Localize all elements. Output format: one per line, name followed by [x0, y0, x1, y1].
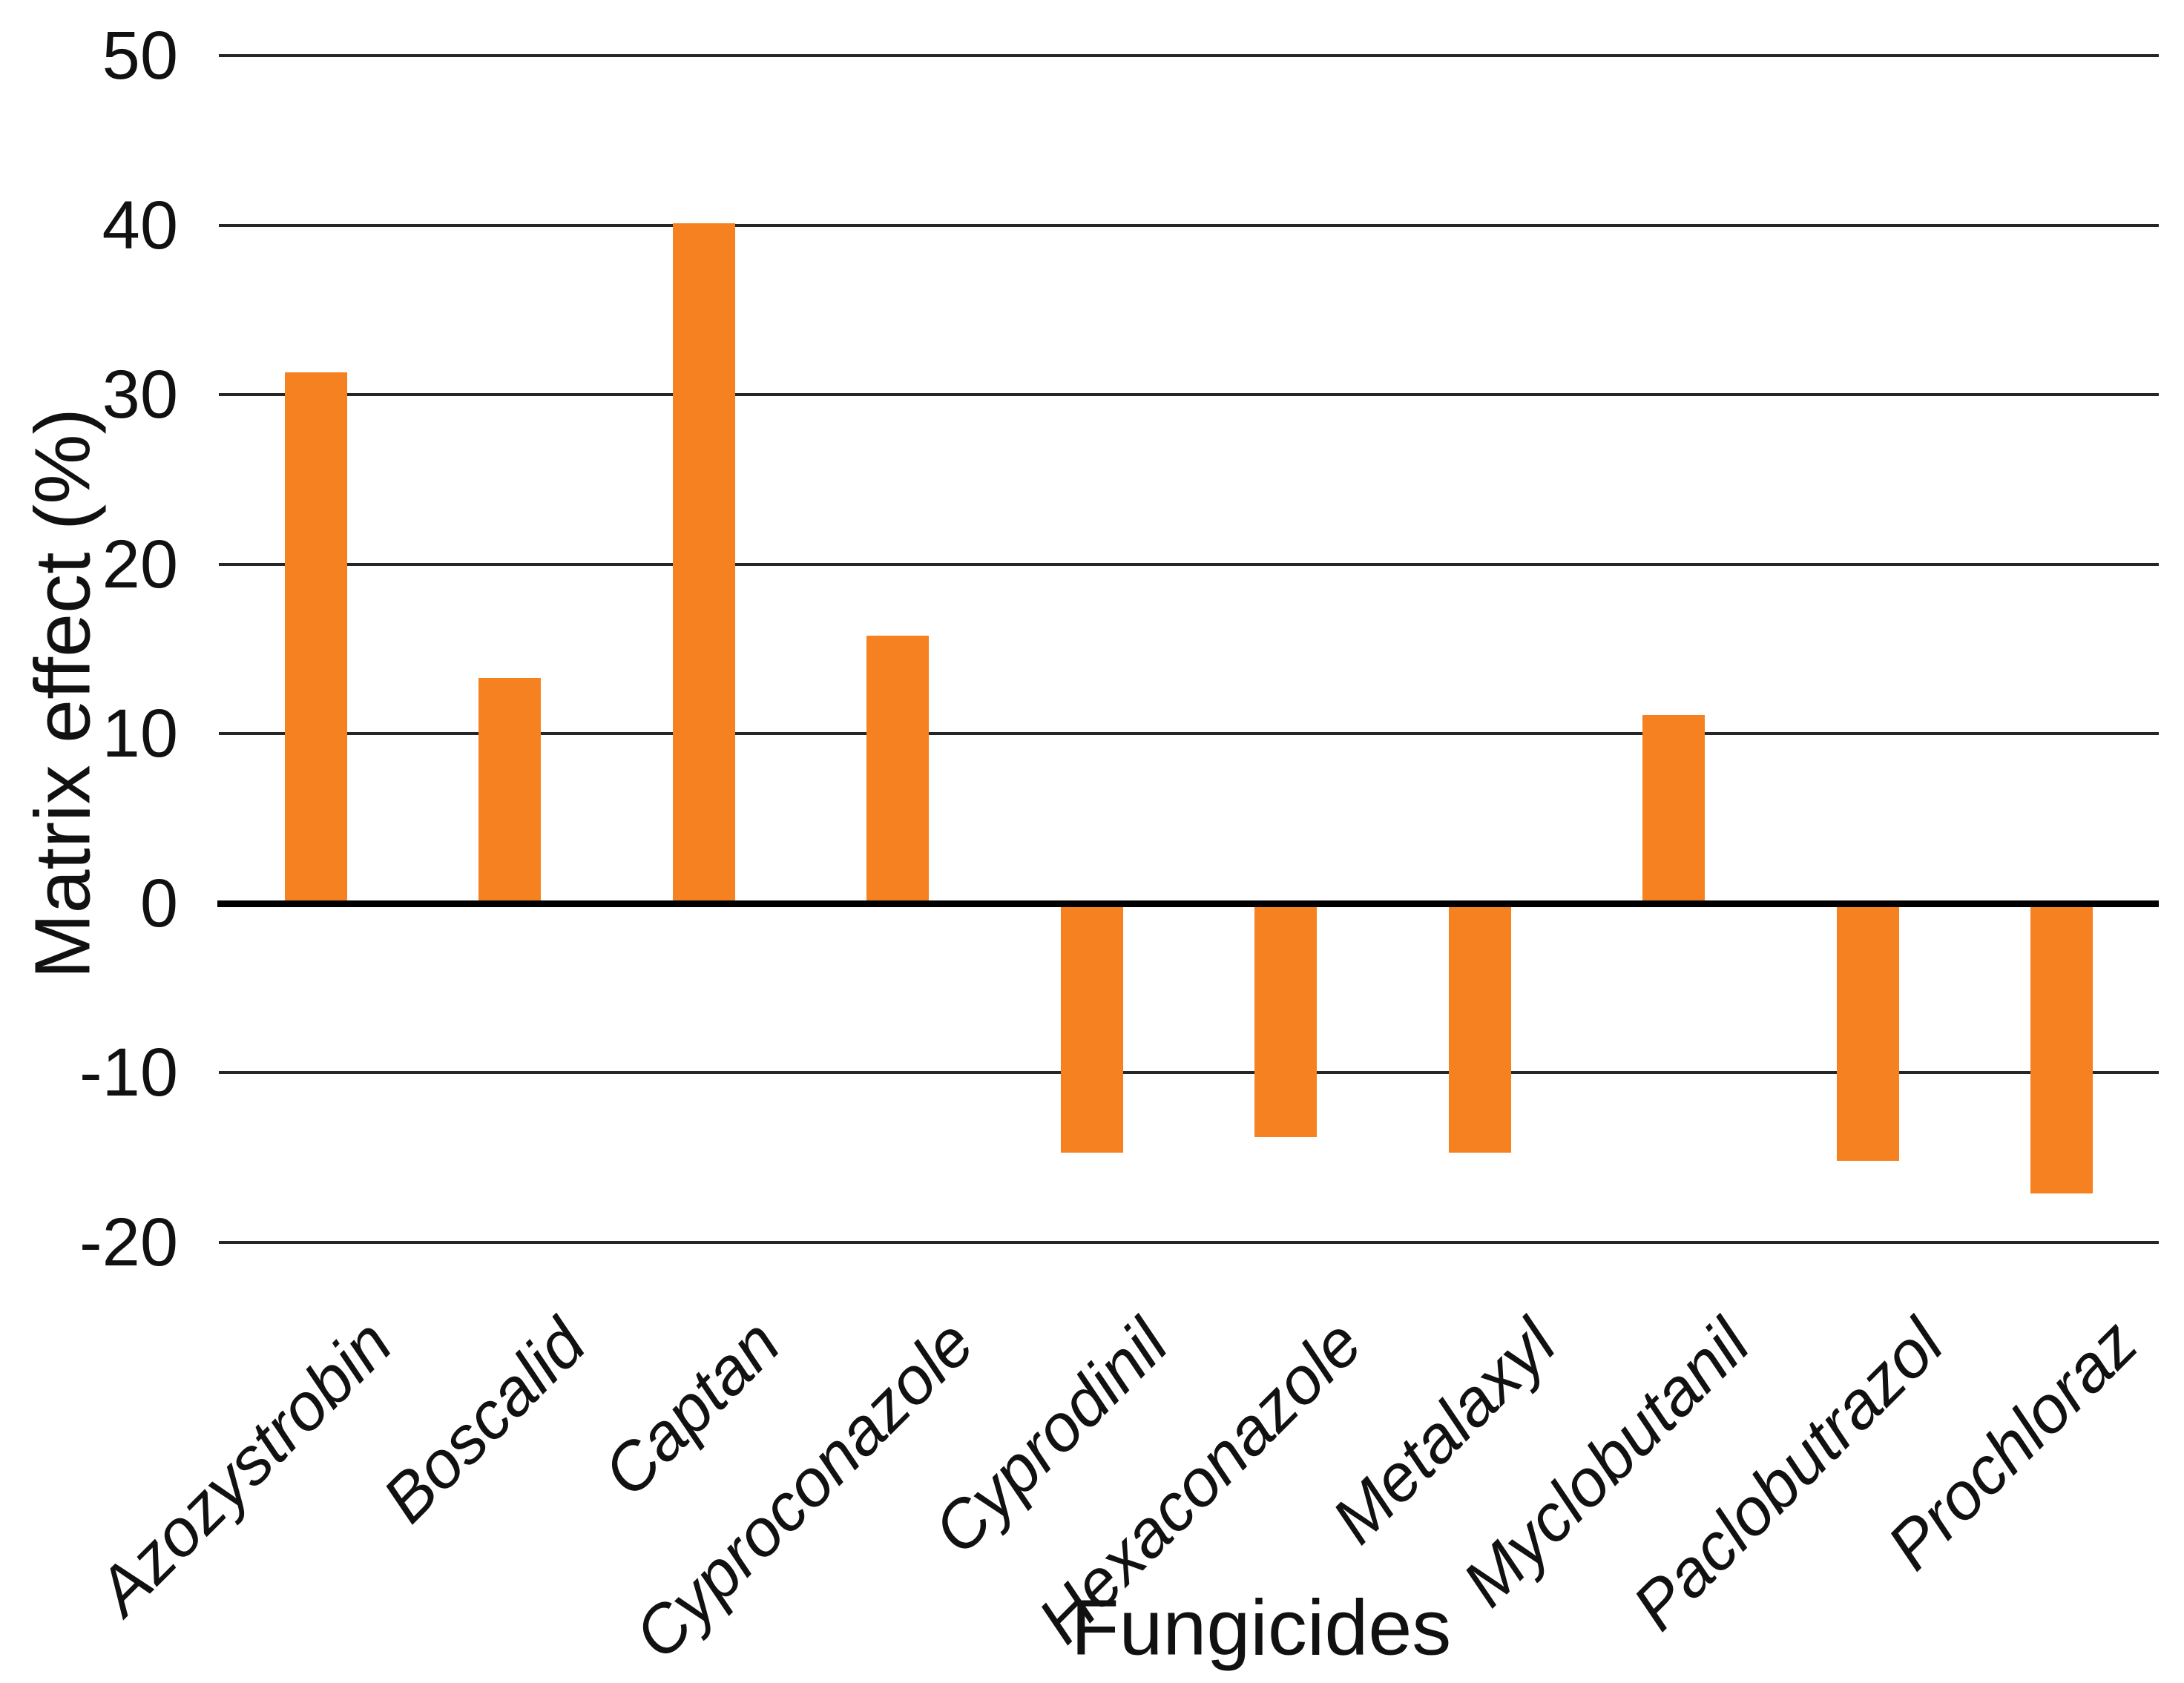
y-tick-label-10: 10 [102, 696, 178, 772]
zero-axis-line [217, 900, 2159, 907]
gridline-y--10 [219, 1071, 2159, 1075]
y-axis-title: Matrix effect (%) [19, 408, 107, 979]
bar-myclobutanil [1642, 715, 1706, 903]
x-label-cyproconazole: Cyproconazole [620, 1305, 988, 1673]
y-tick-label--20: -20 [79, 1205, 178, 1280]
gridline-y-10 [219, 732, 2159, 736]
bar-boscalid [478, 677, 542, 903]
y-tick-label-40: 40 [102, 187, 178, 263]
y-tick-label-30: 30 [102, 357, 178, 433]
bar-paclobutrazol [1836, 903, 1899, 1162]
gridline-y-50 [219, 54, 2159, 57]
bar-captan [672, 223, 735, 903]
bar-azozystrobin [284, 372, 347, 903]
x-axis-title: Fungicides [1070, 1584, 1452, 1672]
bar-metalaxyl [1448, 903, 1511, 1153]
bar-cyprodinil [1060, 903, 1123, 1153]
gridline-y-40 [219, 223, 2159, 227]
x-label-boscalid: Boscalid [369, 1305, 600, 1537]
y-tick-label--10: -10 [79, 1035, 178, 1111]
gridline-y-20 [219, 562, 2159, 566]
y-tick-label-50: 50 [102, 18, 178, 93]
y-tick-label-0: 0 [139, 865, 178, 941]
y-tick-label-20: 20 [102, 526, 178, 602]
gridline-y-30 [219, 393, 2159, 397]
x-label-azozystrobin: Azozystrobin [83, 1305, 407, 1629]
bar-hexaconazole [1254, 903, 1318, 1138]
bar-prochloraz [2030, 903, 2093, 1193]
gridline-y--20 [219, 1241, 2159, 1244]
bar-cyproconazole [866, 635, 930, 903]
